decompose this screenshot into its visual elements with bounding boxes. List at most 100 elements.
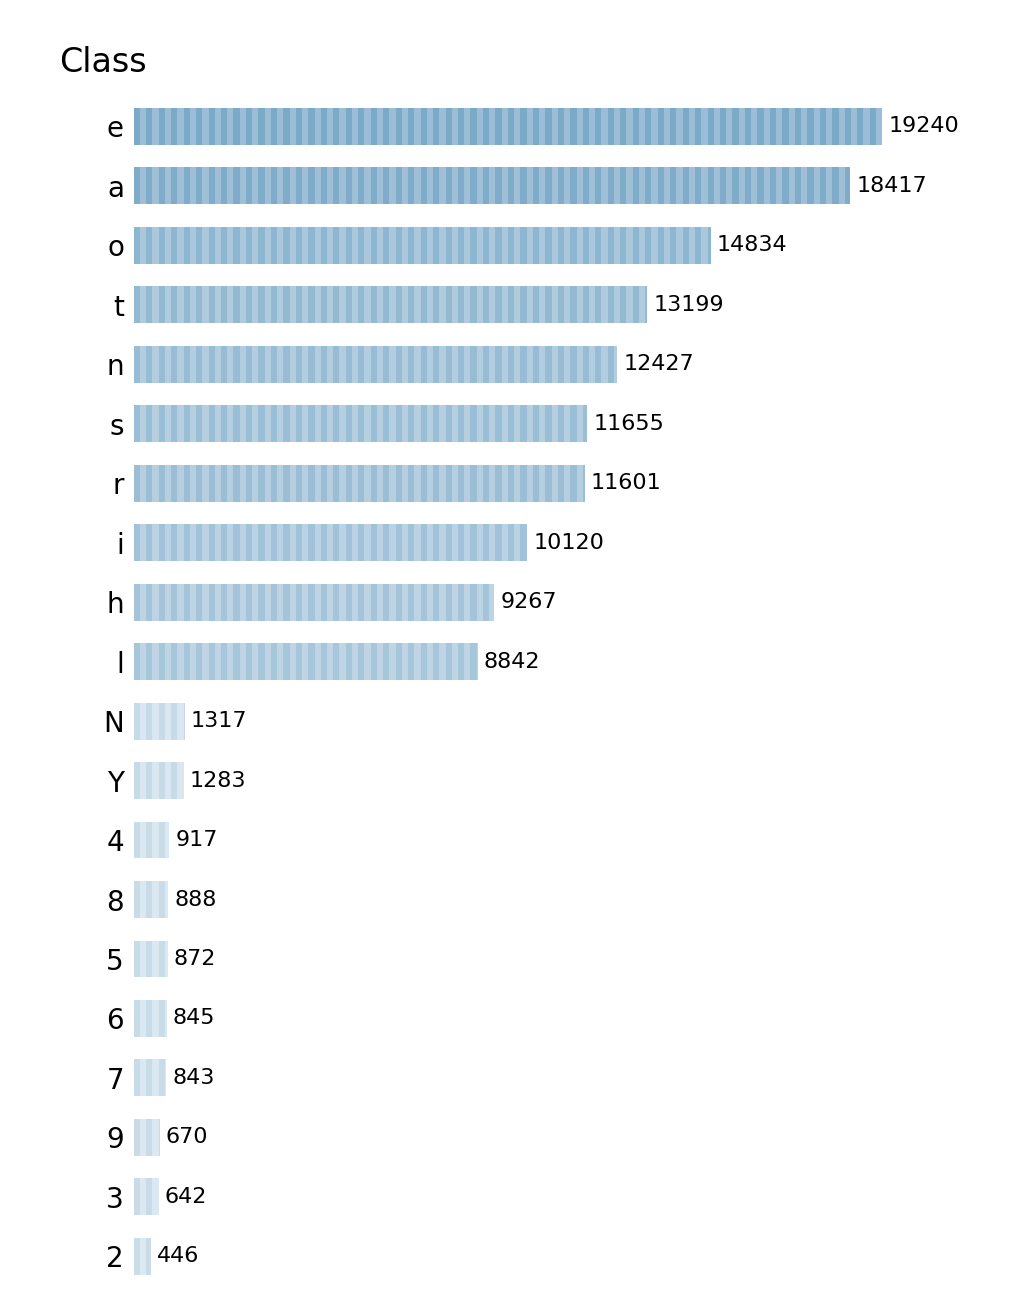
Bar <box>284 167 290 204</box>
Bar <box>146 524 153 561</box>
Bar <box>539 465 546 502</box>
Bar <box>589 346 595 383</box>
Bar <box>196 643 203 680</box>
Bar <box>863 108 869 145</box>
Bar <box>340 286 346 323</box>
Bar <box>159 227 165 264</box>
Bar <box>146 881 153 918</box>
Bar <box>445 584 452 621</box>
Bar <box>726 108 732 145</box>
Bar <box>389 643 395 680</box>
Bar <box>314 227 321 264</box>
Bar <box>365 584 371 621</box>
Bar <box>252 227 258 264</box>
Bar <box>153 584 159 621</box>
Bar <box>189 524 196 561</box>
Bar <box>153 405 159 442</box>
Bar <box>258 286 264 323</box>
Bar <box>439 643 445 680</box>
Bar <box>601 346 607 383</box>
Bar <box>134 346 140 383</box>
Bar <box>546 108 552 145</box>
Bar <box>526 405 532 442</box>
Bar <box>664 167 670 204</box>
Bar <box>445 465 452 502</box>
Bar <box>240 465 246 502</box>
Bar <box>807 108 813 145</box>
Bar <box>240 227 246 264</box>
Text: 843: 843 <box>172 1068 215 1087</box>
Bar <box>146 1179 153 1216</box>
Bar <box>209 167 215 204</box>
Bar <box>233 643 240 680</box>
Bar <box>514 167 520 204</box>
Bar <box>657 167 664 204</box>
Bar <box>252 405 258 442</box>
Bar <box>258 524 264 561</box>
Bar <box>203 346 209 383</box>
Bar <box>633 167 639 204</box>
Bar <box>165 346 171 383</box>
Bar <box>627 286 633 323</box>
Bar <box>383 584 389 621</box>
Bar <box>470 167 477 204</box>
Bar <box>346 643 352 680</box>
Bar <box>264 524 271 561</box>
Text: 642: 642 <box>165 1187 207 1206</box>
Bar <box>340 584 346 621</box>
Bar <box>284 643 290 680</box>
Bar <box>371 465 377 502</box>
Bar <box>165 465 171 502</box>
Bar <box>758 167 764 204</box>
Bar <box>621 227 627 264</box>
Bar <box>415 643 421 680</box>
Bar <box>278 346 284 383</box>
Bar <box>782 108 788 145</box>
Bar <box>240 108 246 145</box>
Bar <box>203 524 209 561</box>
Bar <box>246 167 252 204</box>
Bar <box>470 405 477 442</box>
Bar <box>183 167 189 204</box>
Bar <box>153 167 159 204</box>
Text: 11655: 11655 <box>593 414 664 434</box>
Bar <box>183 405 189 442</box>
Bar <box>327 465 333 502</box>
Bar <box>177 286 183 323</box>
Bar <box>264 108 271 145</box>
Bar <box>583 108 589 145</box>
Bar <box>409 167 415 204</box>
Bar <box>520 465 526 502</box>
Bar <box>433 643 439 680</box>
Bar <box>296 167 302 204</box>
Bar <box>546 405 552 442</box>
Bar <box>558 286 564 323</box>
Bar <box>333 643 340 680</box>
Bar <box>851 108 857 145</box>
Bar <box>246 405 252 442</box>
Bar <box>607 346 614 383</box>
Bar <box>409 346 415 383</box>
Bar <box>514 524 520 561</box>
Bar <box>140 941 146 978</box>
Bar <box>183 108 189 145</box>
Bar <box>146 1000 153 1036</box>
Bar <box>427 524 433 561</box>
Bar <box>146 1119 153 1155</box>
Bar <box>233 584 240 621</box>
Bar <box>296 227 302 264</box>
Bar <box>502 346 508 383</box>
Bar <box>489 286 496 323</box>
Bar <box>358 643 365 680</box>
Bar <box>633 108 639 145</box>
Bar <box>502 167 508 204</box>
Bar <box>452 346 458 383</box>
Bar <box>284 584 290 621</box>
Bar <box>140 1000 146 1036</box>
Bar <box>302 524 308 561</box>
Bar <box>483 405 489 442</box>
Bar <box>196 167 203 204</box>
Bar <box>589 108 595 145</box>
Bar <box>415 584 421 621</box>
Bar <box>601 108 607 145</box>
